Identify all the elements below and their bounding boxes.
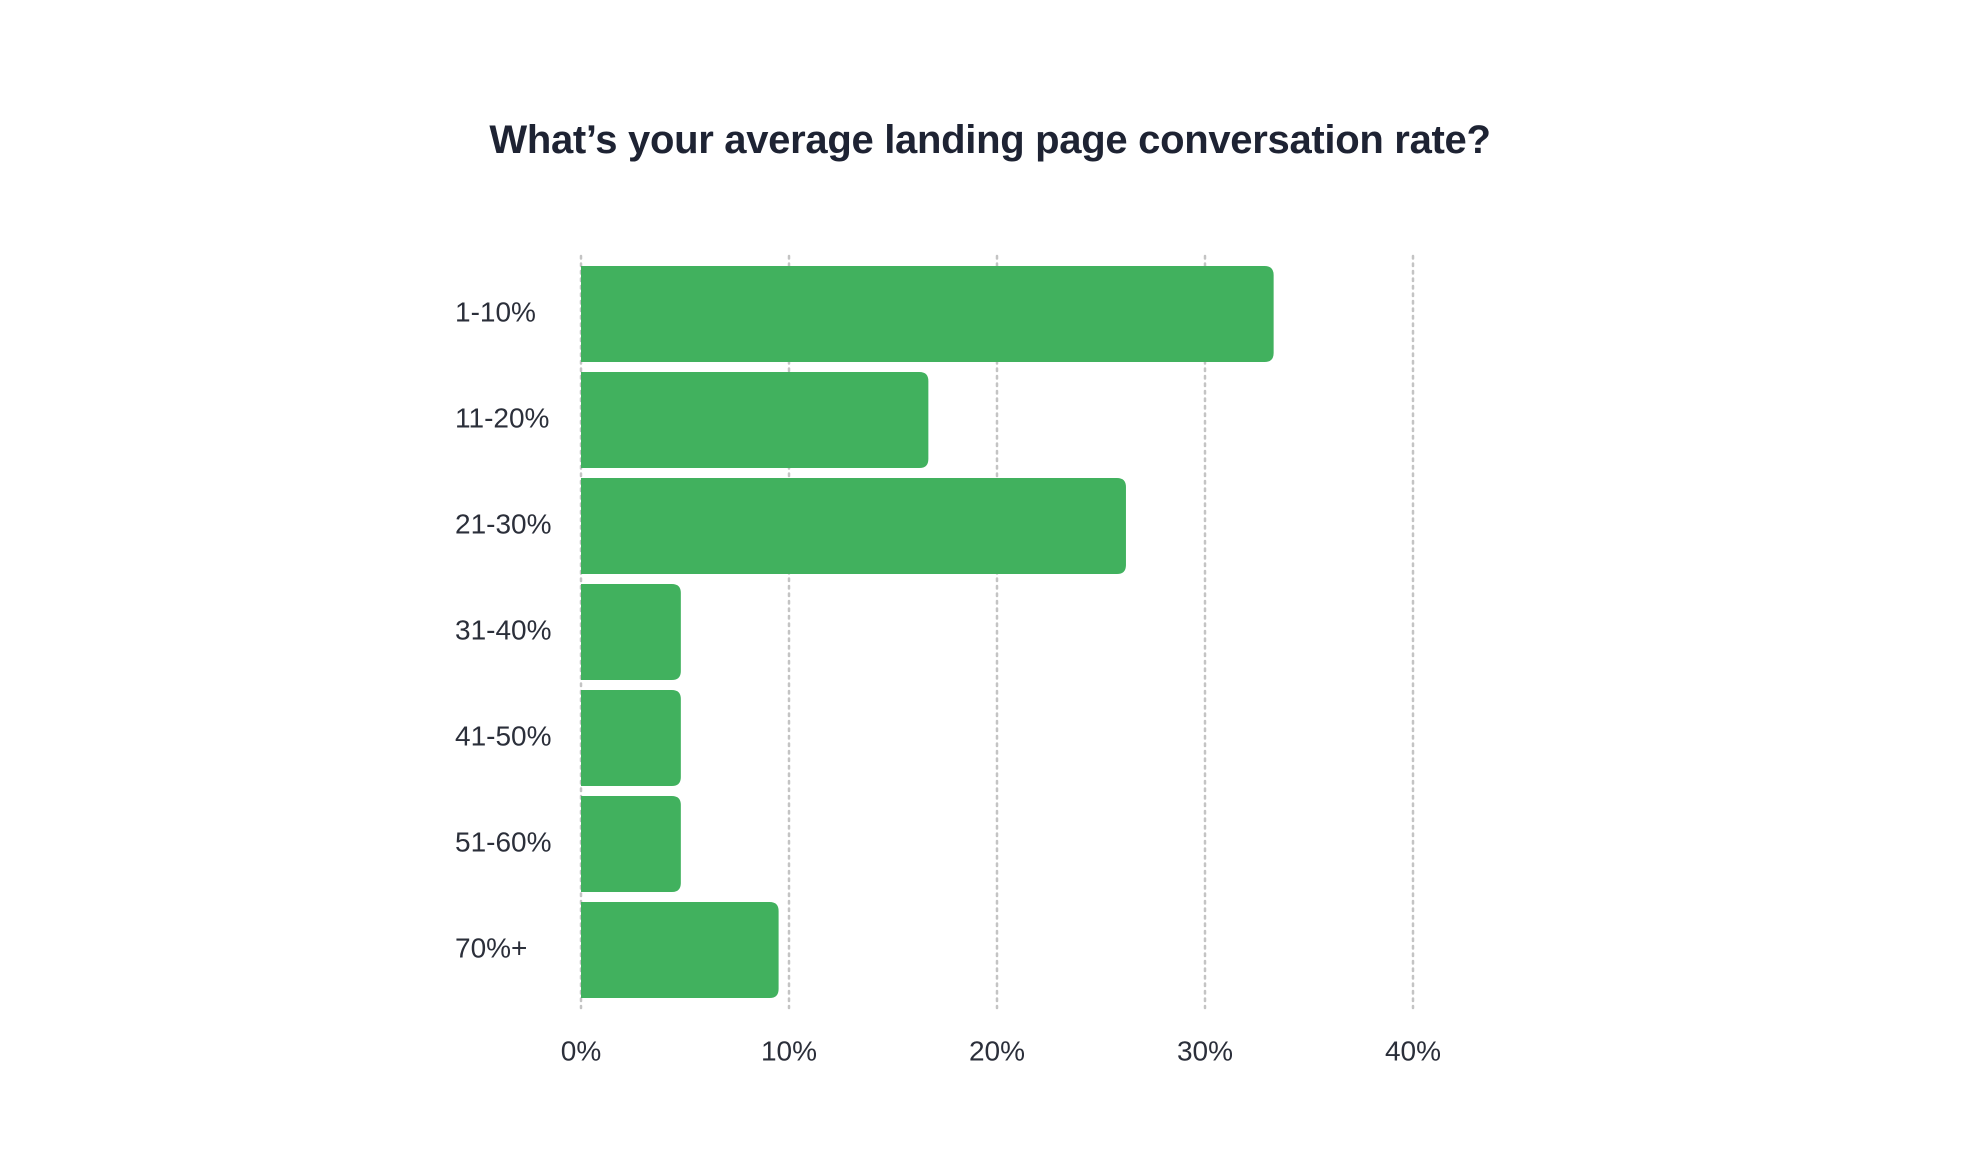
category-label: 21-30% (455, 508, 552, 539)
bar (581, 478, 1126, 574)
category-label: 31-40% (455, 614, 552, 645)
gridlines (579, 254, 1415, 1010)
x-tick-label: 20% (969, 1035, 1025, 1066)
category-label: 51-60% (455, 826, 552, 857)
category-label: 70%+ (455, 932, 527, 963)
bar (581, 372, 929, 468)
x-axis-tick-labels: 0% 10% 20% 30% 40% (561, 1035, 1441, 1066)
bar (581, 690, 681, 786)
chart-title: What’s your average landing page convers… (489, 118, 1491, 162)
bars (581, 266, 1274, 998)
bar (581, 584, 681, 680)
category-labels: 1-10% 11-20% 21-30% 31-40% 41-50% 51-60% 70%+ (455, 296, 552, 963)
bar (581, 796, 681, 892)
category-label: 41-50% (455, 720, 552, 751)
category-label: 1-10% (455, 296, 536, 327)
x-tick-label: 40% (1385, 1035, 1441, 1066)
x-tick-label: 0% (561, 1035, 601, 1066)
x-tick-label: 30% (1177, 1035, 1233, 1066)
bar (581, 266, 1274, 362)
bar (581, 902, 779, 998)
category-label: 11-20% (455, 402, 549, 433)
x-tick-label: 10% (761, 1035, 817, 1066)
